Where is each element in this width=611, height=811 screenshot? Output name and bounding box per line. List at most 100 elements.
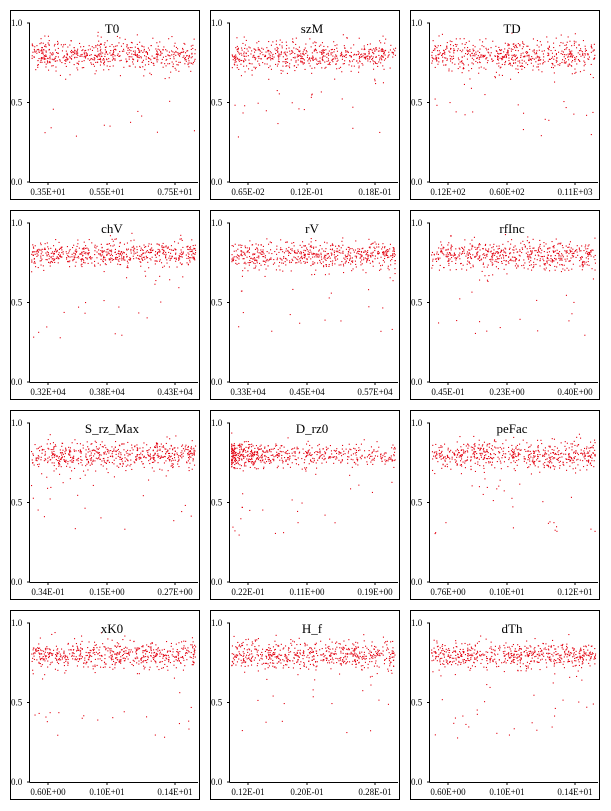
- data-point: [254, 258, 256, 260]
- data-point: [260, 249, 262, 251]
- data-point: [305, 470, 307, 472]
- data-point: [295, 252, 297, 254]
- y-tick-label: 0.0: [11, 577, 23, 587]
- data-point: [157, 251, 159, 253]
- data-point: [335, 245, 337, 247]
- data-point: [58, 258, 60, 260]
- data-point: [248, 458, 250, 460]
- data-point: [254, 68, 256, 70]
- data-point: [331, 253, 333, 255]
- data-point: [278, 53, 280, 55]
- data-point: [496, 63, 498, 65]
- data-point: [244, 71, 246, 73]
- data-point: [85, 247, 87, 249]
- data-point: [588, 459, 590, 461]
- data-point: [131, 246, 133, 248]
- data-point: [244, 58, 246, 60]
- data-point: [236, 462, 238, 464]
- data-point: [448, 258, 450, 260]
- data-point: [44, 45, 46, 47]
- data-point: [280, 247, 282, 249]
- data-point: [135, 458, 137, 460]
- data-point: [298, 452, 300, 454]
- data-point: [66, 58, 68, 60]
- data-point: [49, 434, 51, 436]
- data-point: [587, 261, 589, 263]
- data-point: [165, 448, 167, 450]
- data-point: [122, 43, 124, 45]
- data-point: [489, 259, 491, 261]
- data-point: [318, 256, 320, 258]
- data-point: [33, 48, 35, 50]
- data-point: [100, 48, 102, 50]
- data-point: [126, 277, 128, 279]
- y-tick-label: 1.0: [411, 18, 423, 28]
- data-point: [75, 251, 77, 253]
- data-point: [587, 253, 589, 255]
- data-point: [169, 63, 171, 65]
- data-point: [173, 52, 175, 54]
- data-point: [237, 445, 239, 447]
- data-point: [160, 50, 162, 52]
- data-point: [496, 55, 498, 57]
- data-point: [529, 254, 531, 256]
- data-point: [532, 57, 534, 59]
- data-point: [502, 255, 504, 257]
- data-point: [86, 54, 88, 56]
- data-point: [63, 55, 65, 57]
- data-point: [568, 59, 570, 61]
- data-point: [270, 68, 272, 70]
- data-point: [348, 262, 350, 264]
- data-point: [278, 61, 280, 63]
- data-point: [250, 53, 252, 55]
- data-point: [586, 264, 588, 266]
- data-point: [435, 258, 437, 260]
- data-point: [368, 49, 370, 51]
- data-point: [252, 56, 254, 58]
- data-point: [449, 258, 451, 260]
- data-point: [62, 253, 64, 255]
- data-point: [463, 250, 465, 252]
- data-point: [358, 67, 360, 69]
- data-point: [530, 253, 532, 255]
- data-point: [66, 56, 68, 58]
- data-point: [69, 249, 71, 251]
- data-point: [238, 258, 240, 260]
- data-point: [130, 41, 132, 43]
- data-point: [190, 515, 192, 517]
- data-point: [298, 108, 300, 110]
- data-point: [232, 455, 234, 457]
- data-point: [298, 50, 300, 52]
- data-point: [231, 54, 233, 56]
- data-point: [95, 470, 97, 472]
- data-point: [292, 288, 294, 290]
- data-point: [56, 250, 58, 252]
- data-point: [565, 48, 567, 50]
- data-point: [40, 249, 42, 251]
- data-point: [231, 460, 233, 462]
- data-point: [475, 53, 477, 55]
- data-point: [500, 251, 502, 253]
- data-point: [168, 457, 170, 459]
- data-point: [107, 472, 109, 474]
- data-point: [192, 252, 194, 254]
- data-point: [53, 456, 55, 458]
- data-point: [324, 256, 326, 258]
- data-point: [178, 70, 180, 72]
- data-point: [154, 453, 156, 455]
- data-point: [384, 54, 386, 56]
- data-point: [305, 456, 307, 458]
- data-point: [142, 256, 144, 258]
- data-point: [239, 456, 241, 458]
- data-point: [127, 49, 129, 51]
- data-point: [526, 51, 528, 53]
- data-point: [594, 54, 596, 56]
- data-point: [71, 58, 73, 60]
- data-point: [382, 49, 384, 51]
- data-point: [275, 269, 277, 271]
- data-point: [309, 249, 311, 251]
- data-point: [548, 45, 550, 47]
- data-point: [91, 46, 93, 48]
- data-point: [258, 252, 260, 254]
- data-point: [593, 58, 595, 60]
